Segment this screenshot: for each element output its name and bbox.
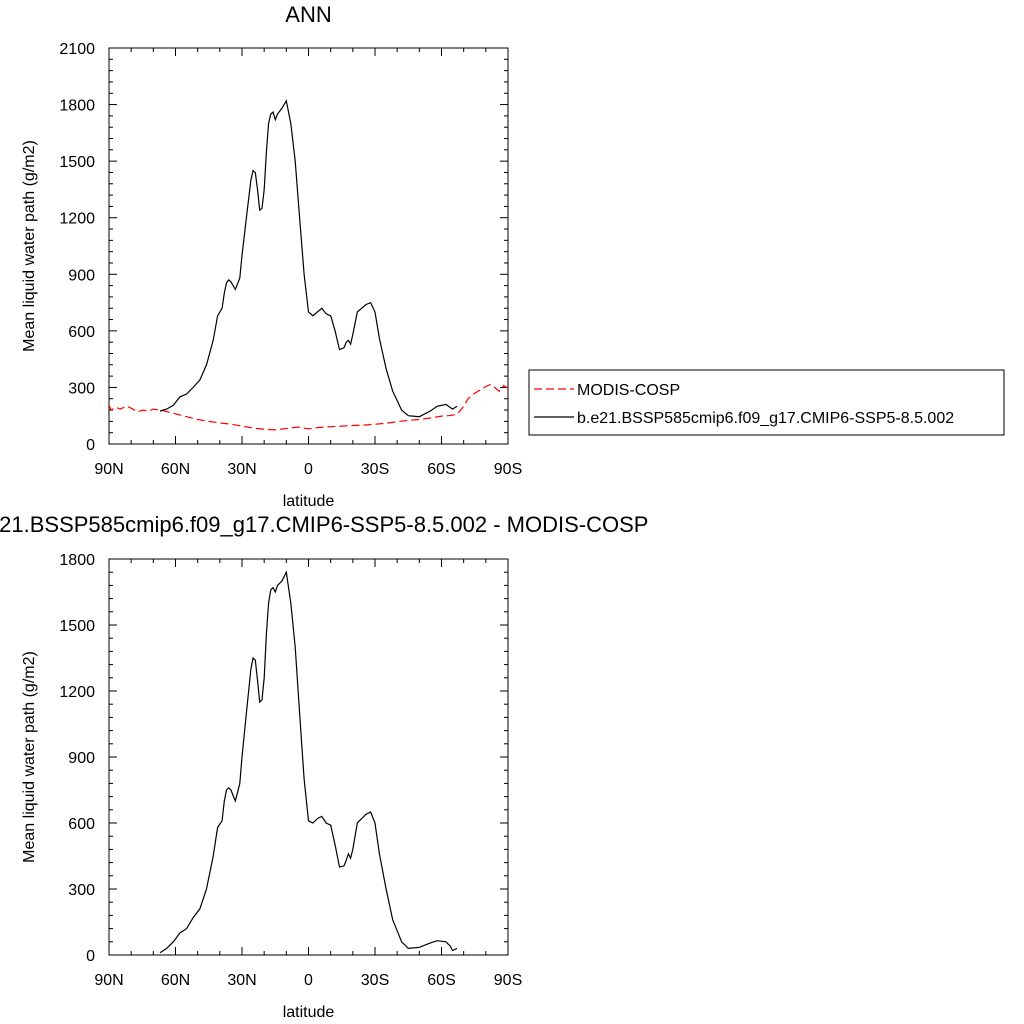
y-tick-label: 300	[68, 380, 95, 397]
x-tick-label: 90N	[94, 972, 123, 989]
x-tick-label: 90S	[494, 972, 522, 989]
x-tick-label: 30S	[361, 972, 389, 989]
x-tick-label: 60S	[427, 972, 455, 989]
y-tick-label: 1200	[59, 684, 95, 701]
legend-entry: MODIS-COSP	[577, 382, 680, 399]
legend-box	[528, 369, 1005, 436]
y-tick-label: 2100	[59, 41, 95, 58]
y-tick-label: 1500	[59, 618, 95, 635]
y-axis-label: Mean liquid water path (g/m2)	[21, 140, 38, 352]
y-axis-label: Mean liquid water path (g/m2)	[21, 651, 38, 863]
x-tick-label: 30N	[227, 461, 256, 478]
y-tick-label: 1800	[59, 98, 95, 115]
x-tick-label: 60N	[161, 461, 190, 478]
plot-frame	[108, 47, 509, 445]
y-tick-label: 1800	[59, 552, 95, 569]
y-tick-label: 0	[86, 948, 95, 965]
x-axis-label: latitude	[283, 493, 335, 510]
x-tick-label: 60S	[427, 461, 455, 478]
chart-title: b.e21.BSSP585cmip6.f09_g17.CMIP6-SSP5-8.…	[0, 512, 648, 537]
y-tick-label: 600	[68, 816, 95, 833]
x-tick-label: 90S	[494, 461, 522, 478]
y-tick-label: 900	[68, 267, 95, 284]
plot-frame	[108, 558, 509, 956]
y-tick-label: 1500	[59, 154, 95, 171]
x-tick-label: 30N	[227, 972, 256, 989]
chart-panel-top: ANN 0 300 600 900 1200 1500 1800 2100 90N 60N 30N 0 3…	[21, 2, 1005, 510]
chart-title: ANN	[285, 2, 331, 27]
series-line-modis-cosp	[109, 383, 508, 431]
y-tick-label: 900	[68, 750, 95, 767]
series-line-model	[159, 99, 458, 418]
x-tick-label: 0	[304, 461, 313, 478]
x-tick-label: 30S	[361, 461, 389, 478]
legend-entry: b.e21.BSSP585cmip6.f09_g17.CMIP6-SSP5-8.…	[577, 410, 954, 427]
x-tick-label: 60N	[161, 972, 190, 989]
y-tick-label: 600	[68, 324, 95, 341]
legend: MODIS-COSP b.e21.BSSP585cmip6.f09_g17.CMI…	[528, 369, 1005, 436]
x-axis-label: latitude	[283, 1004, 335, 1021]
y-tick-label: 0	[86, 437, 95, 454]
series-line-model	[159, 570, 458, 954]
x-tick-label: 0	[304, 972, 313, 989]
x-tick-label: 90N	[94, 461, 123, 478]
chart-panel-bottom: b.e21.BSSP585cmip6.f09_g17.CMIP6-SSP5-8.…	[0, 512, 648, 1021]
y-tick-label: 300	[68, 882, 95, 899]
y-tick-label: 1200	[59, 211, 95, 228]
